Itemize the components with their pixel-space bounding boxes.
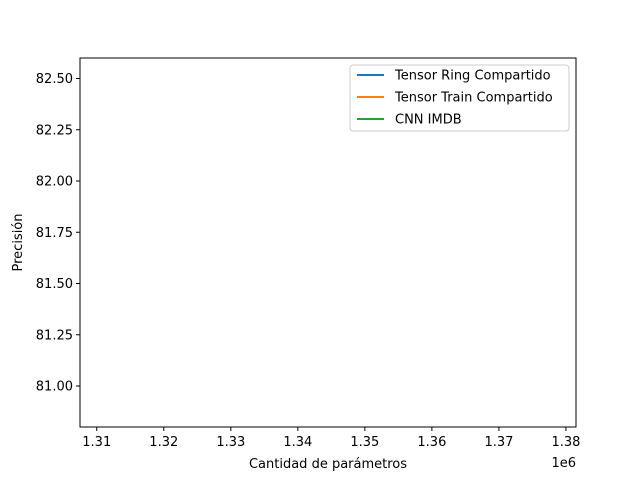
x-axis-offset-label: 1e6 [551, 456, 576, 471]
y-axis-ticks: 81.00 81.25 81.50 81.75 82.00 82.25 82.50 [36, 72, 80, 395]
legend-label: Tensor Ring Compartido [394, 69, 551, 84]
x-tick-label: 1.38 [551, 435, 580, 450]
x-tick-label: 1.36 [417, 435, 446, 450]
x-tick-label: 1.32 [149, 435, 178, 450]
y-tick-label: 82.25 [36, 123, 73, 138]
y-tick-label: 82.50 [36, 72, 73, 87]
x-axis-label: Cantidad de parámetros [249, 457, 407, 472]
x-tick-label: 1.34 [283, 435, 312, 450]
y-tick-label: 81.75 [36, 226, 73, 241]
y-tick-label: 81.50 [36, 277, 73, 292]
x-tick-label: 1.37 [484, 435, 513, 450]
x-axis-ticks: 1.31 1.32 1.33 1.34 1.35 1.36 1.37 1.38 [82, 427, 580, 450]
legend-label: CNN IMDB [395, 113, 462, 128]
x-tick-label: 1.35 [350, 435, 379, 450]
x-tick-label: 1.33 [216, 435, 245, 450]
y-tick-label: 81.25 [36, 328, 73, 343]
y-tick-label: 81.00 [36, 380, 73, 395]
legend: Tensor Ring Compartido Tensor Train Compa… [349, 64, 570, 132]
y-tick-label: 82.00 [36, 175, 73, 190]
legend-box [349, 64, 570, 132]
legend-label: Tensor Train Compartido [394, 91, 553, 106]
x-tick-label: 1.31 [82, 435, 111, 450]
axes-frame [79, 57, 577, 428]
y-axis-label: Precisión [11, 213, 26, 271]
